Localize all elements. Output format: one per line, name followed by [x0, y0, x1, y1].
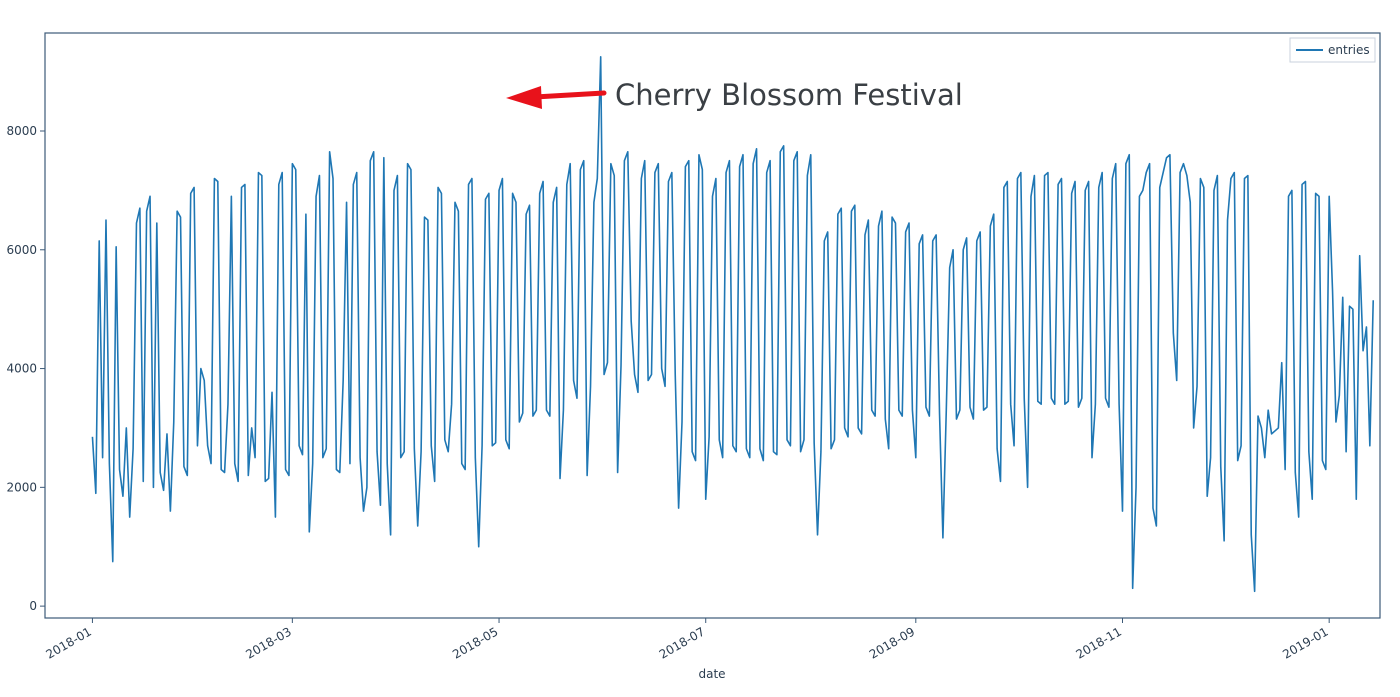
- annotation: Cherry Blossom Festival: [506, 78, 963, 112]
- y-axis: 0 2000 4000 6000 8000: [6, 124, 45, 613]
- legend-label-entries: entries: [1328, 43, 1370, 57]
- annotation-text: Cherry Blossom Festival: [615, 78, 963, 112]
- x-axis-label: date: [698, 667, 725, 681]
- legend-box: [1289, 37, 1376, 63]
- series-layer: [91, 55, 1375, 593]
- x-tick-label: 2018-05: [450, 624, 500, 661]
- y-tick-label: 8000: [6, 124, 37, 138]
- x-tick-label: 2019-01: [1280, 624, 1330, 661]
- x-tick-label: 2018-11: [1074, 624, 1124, 661]
- y-tick-label: 6000: [6, 243, 37, 257]
- x-tick-label: 2018-01: [44, 624, 94, 661]
- x-axis: 2018-01 2018-03 2018-05 2018-07 2018-09 2018-…: [44, 618, 1331, 662]
- x-tick-label: 2018-09: [867, 624, 917, 661]
- y-tick-label: 2000: [6, 480, 37, 494]
- x-tick-label: 2018-03: [243, 624, 293, 661]
- x-tick-label: 2018-07: [657, 624, 707, 661]
- annotation-arrowhead: [506, 86, 542, 109]
- plot-area: [44, 32, 1381, 619]
- y-tick-label: 0: [29, 599, 37, 613]
- legend[interactable]: entries: [1289, 37, 1376, 63]
- series-line-entries: [91, 55, 1375, 593]
- annotation-arrow-shaft: [532, 90, 607, 100]
- y-tick-label: 4000: [6, 362, 37, 376]
